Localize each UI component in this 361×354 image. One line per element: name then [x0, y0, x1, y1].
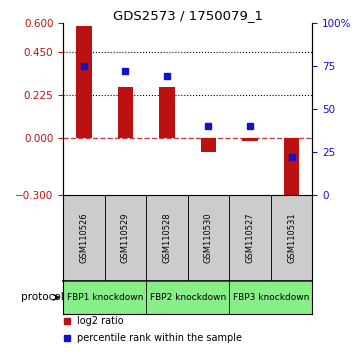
Text: GSM110531: GSM110531 [287, 212, 296, 263]
Text: FBP2 knockdown: FBP2 knockdown [149, 293, 226, 302]
Bar [76, 26, 92, 138]
Bar [271, 195, 312, 281]
Title: GDS2573 / 1750079_1: GDS2573 / 1750079_1 [113, 9, 263, 22]
Bar [188, 195, 229, 281]
Bar [146, 281, 229, 314]
Bar [63, 281, 146, 314]
Text: protocol: protocol [21, 292, 64, 302]
Bar [284, 138, 299, 204]
Bar [242, 138, 258, 141]
Text: percentile rank within the sample: percentile rank within the sample [77, 333, 242, 343]
Text: FBP3 knockdown: FBP3 knockdown [232, 293, 309, 302]
Text: GSM110530: GSM110530 [204, 212, 213, 263]
Bar [159, 87, 175, 138]
Text: GSM110526: GSM110526 [79, 212, 88, 263]
Bar [118, 87, 133, 138]
Bar [201, 138, 216, 152]
Text: GSM110529: GSM110529 [121, 212, 130, 263]
Text: GSM110527: GSM110527 [245, 212, 255, 263]
Bar [229, 195, 271, 281]
Bar [105, 195, 146, 281]
Text: GSM110528: GSM110528 [162, 212, 171, 263]
Text: log2 ratio: log2 ratio [77, 316, 123, 326]
Bar [63, 195, 105, 281]
Bar [229, 281, 312, 314]
Bar [146, 195, 188, 281]
Text: FBP1 knockdown: FBP1 knockdown [66, 293, 143, 302]
